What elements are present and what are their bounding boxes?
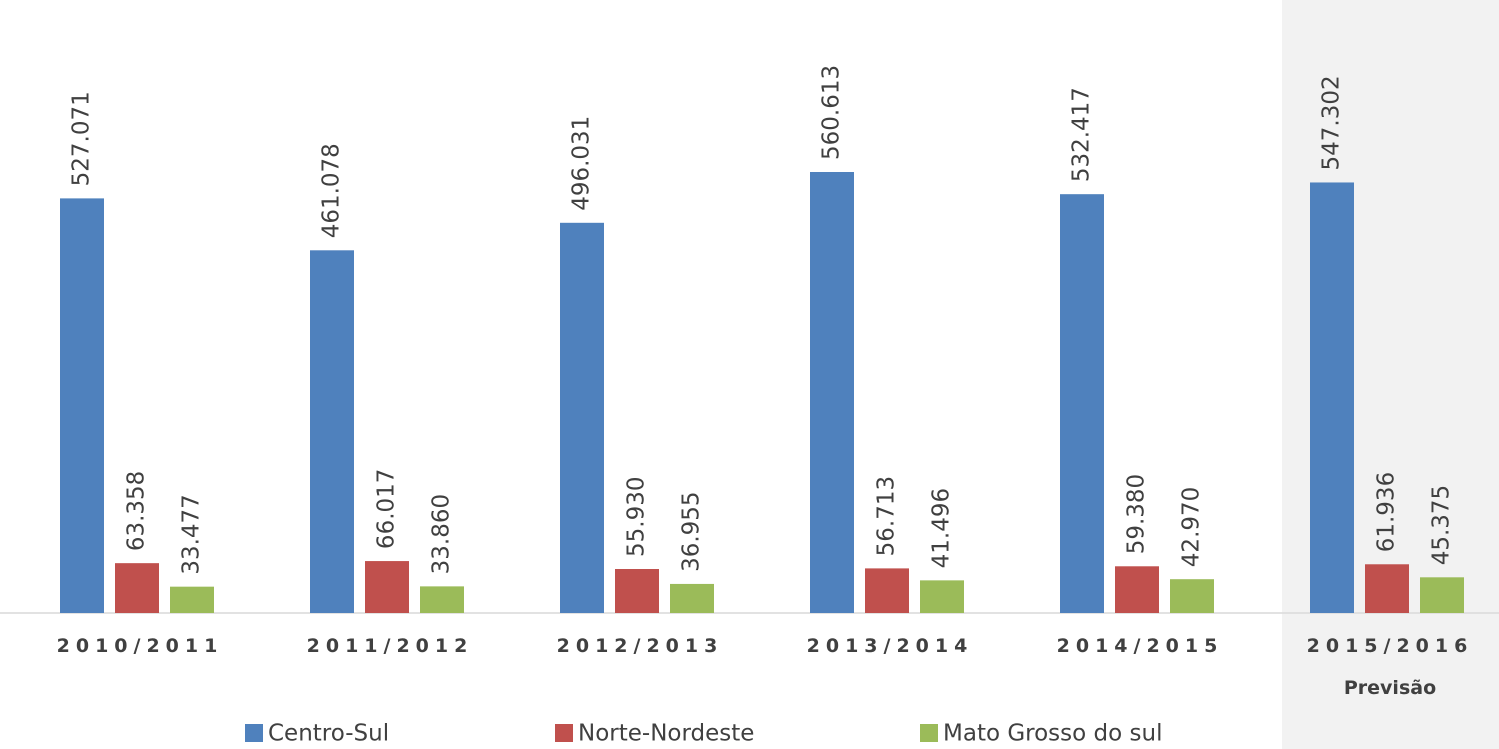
- bar: [865, 568, 909, 613]
- data-label: 560.613: [819, 65, 845, 160]
- bar: [1060, 194, 1104, 614]
- legend-label: Centro-Sul: [268, 721, 389, 747]
- bar: [365, 561, 409, 613]
- data-label: 42.970: [1179, 487, 1205, 567]
- bar: [670, 583, 714, 613]
- bar: [560, 222, 604, 613]
- data-label: 33.477: [179, 494, 205, 574]
- data-label: 461.078: [319, 143, 345, 238]
- bar: [810, 172, 854, 613]
- bar: [310, 250, 354, 614]
- bar: [60, 198, 104, 613]
- bar: [1170, 579, 1214, 613]
- bar: [1420, 577, 1464, 613]
- data-label: 33.860: [429, 494, 455, 574]
- bar: [170, 586, 214, 613]
- x-tick-label: 2011/2012: [307, 635, 474, 657]
- bar: [920, 580, 964, 613]
- x-tick-label: 2010/2011: [57, 635, 224, 657]
- bar: [1365, 564, 1409, 613]
- data-label: 36.955: [679, 491, 705, 571]
- legend-swatch: [920, 724, 938, 742]
- x-tick-label: 2015/2016: [1307, 635, 1474, 657]
- data-label: 61.936: [1374, 472, 1400, 552]
- x-tick-label: 2012/2013: [557, 635, 724, 657]
- legend-swatch: [245, 724, 263, 742]
- bar: [615, 569, 659, 613]
- data-label: 41.496: [929, 488, 955, 568]
- data-label: 45.375: [1429, 485, 1455, 565]
- x-tick-label: 2013/2014: [807, 635, 974, 657]
- legend-label: Norte-Nordeste: [578, 721, 754, 747]
- data-label: 527.071: [69, 91, 95, 186]
- bar: [1115, 566, 1159, 613]
- bar: [115, 563, 159, 613]
- bar: [420, 586, 464, 613]
- data-label: 66.017: [374, 469, 400, 549]
- data-label: 63.358: [124, 471, 150, 551]
- data-label: 496.031: [569, 116, 595, 211]
- data-label: 55.930: [624, 477, 650, 557]
- data-label: 59.380: [1124, 474, 1150, 554]
- data-label: 547.302: [1319, 75, 1345, 170]
- x-tick-label: 2014/2015: [1057, 635, 1224, 657]
- bar: [1310, 182, 1354, 613]
- data-label: 532.417: [1069, 87, 1095, 182]
- annotation: Previsão: [1344, 677, 1436, 699]
- legend-swatch: [555, 724, 573, 742]
- legend-label: Mato Grosso do sul: [943, 721, 1162, 747]
- data-label: 56.713: [874, 476, 900, 556]
